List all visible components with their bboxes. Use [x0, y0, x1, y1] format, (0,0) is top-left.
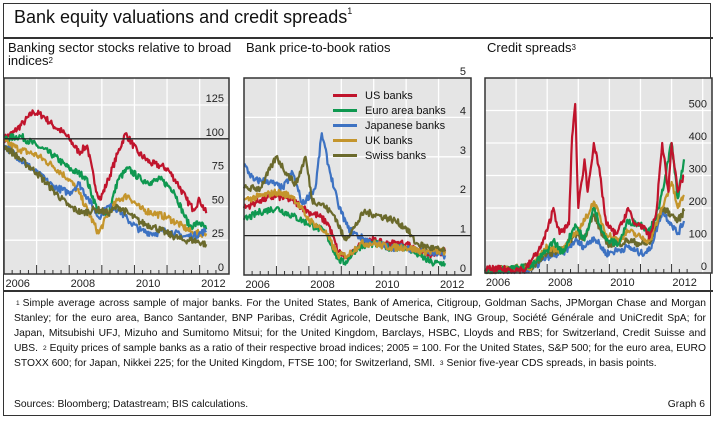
panel-1: 0 1 2 3 4 5 2006 2008 2010 2012: [242, 66, 472, 291]
y-tick-label: 100: [206, 127, 224, 139]
footnotes: 1 Simple average across sample of major b…: [14, 296, 706, 371]
y-tick-label: 200: [689, 196, 707, 208]
legend-item-japan: Japanese banks: [333, 118, 446, 133]
y-tick-label: 75: [212, 161, 224, 173]
series-line-us-banks: [484, 102, 685, 275]
y-tick-label: 4: [460, 105, 466, 117]
x-tick-label: 2006: [5, 278, 29, 290]
x-tick-label: 2010: [610, 277, 634, 289]
series-line-uk-banks: [243, 188, 447, 260]
legend-label: Euro area banks: [365, 104, 446, 117]
series-line-swiss-banks: [2, 145, 208, 248]
x-tick-label: 2010: [136, 278, 160, 290]
panel-title-text: Banking sector stocks relative to broad …: [8, 40, 232, 68]
title-footnote-marker: 1: [347, 6, 353, 16]
plot-border: [3, 77, 230, 275]
legend-swatch: [333, 94, 357, 97]
y-tick-label: 50: [212, 194, 224, 206]
y-tick-label: 100: [689, 229, 707, 241]
legend-item-uk: UK banks: [333, 133, 446, 148]
panel-title-price-to-book: Bank price-to-book ratios: [246, 41, 391, 54]
footnote-marker: 2: [43, 345, 47, 352]
x-tick-label: 2006: [486, 277, 510, 289]
y-tick-label: 300: [689, 164, 707, 176]
legend-label: Swiss banks: [365, 149, 427, 162]
panel-0: 0 25 50 75 100 125 2006 2008 2010 2012: [2, 77, 230, 290]
legend-item-euro: Euro area banks: [333, 103, 446, 118]
footnote-1: Simple average across sample of major ba…: [14, 298, 706, 354]
y-tick-label: 3: [460, 145, 466, 157]
panel-2: 0 100 200 300 400 500 2006 2008 2010 2012: [483, 77, 713, 289]
series-line-us-banks: [2, 109, 208, 214]
panel-title-text: Bank price-to-book ratios: [246, 40, 391, 55]
legend-item-swiss: Swiss banks: [333, 148, 446, 163]
legend-swatch: [333, 109, 357, 112]
legend-label: UK banks: [365, 134, 413, 147]
legend-label: Japanese banks: [365, 119, 446, 132]
graph-title: Bank equity valuations and credit spread…: [14, 6, 353, 28]
legend-swatch: [333, 139, 357, 142]
legend-label: US banks: [365, 89, 413, 102]
y-tick-label: 0: [218, 262, 224, 274]
legend-item-us: US banks: [333, 88, 446, 103]
y-tick-label: 1: [460, 224, 466, 236]
y-tick-label: 400: [689, 131, 707, 143]
panel-title-credit-spreads: Credit spreads3: [487, 41, 576, 54]
series-line-euro-area-banks: [242, 206, 447, 267]
footnote-marker: 2: [48, 56, 53, 65]
x-tick-label: 2008: [310, 279, 334, 291]
legend-swatch: [333, 154, 357, 157]
y-tick-label: 0: [460, 263, 466, 275]
y-tick-label: 25: [212, 228, 224, 240]
y-tick-label: 2: [460, 184, 466, 196]
legend-swatch: [333, 124, 357, 127]
y-tick-label: 0: [701, 261, 707, 273]
x-tick-label: 2010: [375, 279, 399, 291]
x-tick-label: 2008: [548, 277, 572, 289]
x-tick-label: 2008: [71, 278, 95, 290]
plot-background: [244, 78, 471, 275]
y-tick-label: 125: [206, 93, 224, 105]
panel-title-text: Credit spreads: [487, 40, 572, 55]
x-tick-label: 2012: [440, 279, 464, 291]
graph-number: Graph 6: [667, 399, 705, 410]
footnote-divider: [3, 290, 713, 292]
series-line-uk-banks: [2, 138, 208, 238]
y-tick-label: 5: [460, 66, 466, 78]
x-tick-label: 2006: [245, 279, 269, 291]
panel-title-relative-stocks: Banking sector stocks relative to broad …: [8, 41, 233, 67]
legend: US banks Euro area banks Japanese banks …: [333, 88, 446, 163]
graph-title-text: Bank equity valuations and credit spread…: [14, 7, 348, 27]
footnote-marker: 3: [571, 43, 576, 52]
title-divider: [3, 37, 713, 39]
plot-border: [484, 77, 713, 274]
sources: Sources: Bloomberg; Datastream; BIS calc…: [14, 399, 249, 410]
footnote-3: Senior five-year CDS spreads, in basis p…: [446, 358, 657, 369]
footnote-2: Equity prices of sample banks as a ratio…: [14, 343, 706, 369]
footnote-marker: 1: [16, 300, 20, 307]
x-tick-label: 2012: [672, 277, 696, 289]
plot-border: [243, 77, 472, 276]
y-tick-label: 500: [689, 99, 707, 111]
x-tick-label: 2012: [201, 278, 225, 290]
footnote-marker: 3: [439, 360, 444, 367]
